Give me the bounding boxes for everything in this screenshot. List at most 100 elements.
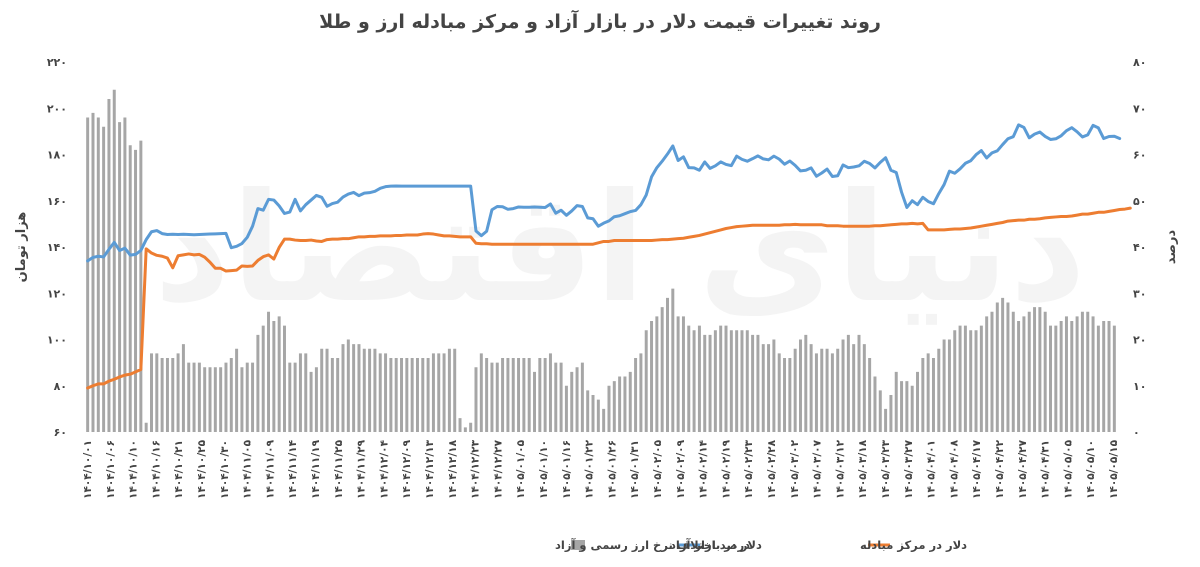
bar (431, 353, 435, 433)
bar (634, 358, 638, 432)
bar (543, 358, 547, 432)
x-tick-label: ۱۴۰۵/۰۳/۱۸ (857, 439, 869, 499)
right-tick-label: ۰ (1133, 426, 1140, 439)
bar (437, 353, 441, 433)
x-tick-label: ۱۴۰۵/۰۵/۱۵ (1108, 439, 1120, 499)
x-tick-label: ۱۴۰۵/۰۳/۲۷ (903, 439, 915, 499)
bar (830, 353, 834, 433)
bar (453, 348, 457, 432)
legend: دلار در مرکز مبادله دلار در بازار آزاددرص… (555, 538, 967, 553)
bar (607, 385, 611, 432)
bar (357, 344, 361, 433)
x-tick-label: ۱۴۰۴/۱۱/۰۵ (242, 439, 254, 499)
left-tick-label: ۱۲۰ (47, 287, 67, 300)
bar (692, 330, 696, 432)
x-tick-label: ۱۴۰۴/۱۲/۱۳ (424, 439, 436, 499)
bar (862, 344, 866, 433)
bar (134, 149, 138, 433)
bar (953, 330, 957, 432)
bar (341, 344, 345, 433)
bar (586, 390, 590, 433)
bar (884, 408, 888, 433)
x-tick-label: ۱۴۰۴/۱۲/۰۹ (401, 439, 413, 499)
x-tick-label: ۱۴۰۵/۰۱/۲۲ (584, 439, 596, 499)
right-tick-label: ۲۰ (1133, 334, 1146, 347)
bar (501, 358, 505, 432)
bar (804, 334, 808, 433)
right-axis-title: درصد (1164, 230, 1179, 265)
bar (415, 358, 419, 432)
bar (330, 358, 334, 432)
bar (713, 330, 717, 432)
bar (596, 399, 600, 433)
bar (139, 140, 143, 433)
bar (277, 316, 281, 433)
bar (187, 362, 191, 433)
right-tick-label: ۷۰ (1133, 102, 1146, 115)
bar (644, 330, 648, 432)
bar (251, 362, 255, 433)
bar (1075, 316, 1079, 433)
bar (900, 381, 904, 433)
x-tick-label: ۱۴۰۴/۱۲/۱۸ (447, 439, 459, 499)
x-tick-label: ۱۴۰۴/۱۲/۲۷ (492, 439, 504, 499)
bar (394, 358, 398, 432)
bar (96, 117, 100, 432)
bar (724, 325, 728, 433)
bar (825, 348, 829, 432)
bar (1006, 302, 1010, 432)
bar (697, 325, 701, 433)
bar (618, 376, 622, 432)
bar (495, 362, 499, 433)
bar (788, 358, 792, 432)
bar (660, 307, 664, 433)
left-axis: ۶۰ ۸۰ ۱۰۰ ۱۲۰ ۱۴۰ ۱۶۰ ۱۸۰ ۲۰۰ ۲۲۰ (47, 56, 67, 439)
x-tick-label: ۱۴۰۵/۰۲/۰۵ (652, 439, 664, 499)
x-tick-label: ۱۴۰۵/۰۱/۱۶ (561, 440, 573, 499)
x-tick-label: ۱۴۰۴/۱۱/۱۹ (310, 439, 322, 499)
bar (479, 353, 483, 433)
bar (942, 339, 946, 432)
bar (298, 353, 302, 433)
bar (1017, 321, 1021, 432)
bar (522, 358, 526, 432)
bar (511, 358, 515, 432)
bar (527, 358, 531, 432)
bar (107, 99, 111, 432)
exchange-center-line (86, 206, 1132, 390)
bar (1112, 325, 1116, 433)
bar (916, 371, 920, 433)
bar (447, 348, 451, 432)
right-tick-label: ۵۰ (1133, 195, 1146, 208)
bar (309, 371, 313, 433)
bar (91, 112, 95, 433)
bar (1091, 316, 1095, 433)
x-tick-label: ۱۴۰۴/۱۱/۱۴ (287, 439, 299, 499)
right-tick-label: ۶۰ (1133, 149, 1146, 162)
bar (735, 330, 739, 432)
right-axis: ۰ ۱۰ ۲۰ ۳۰ ۴۰ ۵۰ ۶۰ ۷۰ ۸۰ (1133, 56, 1146, 439)
bar (474, 367, 478, 432)
bar (974, 330, 978, 432)
bar (538, 358, 542, 432)
bar (910, 385, 914, 432)
bar (894, 371, 898, 433)
bar (421, 358, 425, 432)
left-tick-label: ۱۸۰ (47, 149, 67, 162)
bar (947, 339, 951, 432)
left-tick-label: ۲۲۰ (47, 56, 67, 69)
bar (990, 311, 994, 432)
bar (506, 358, 510, 432)
left-tick-label: ۱۰۰ (47, 334, 67, 347)
bar (208, 367, 212, 432)
bar (799, 339, 802, 432)
bar (985, 316, 989, 433)
bar (580, 362, 584, 433)
bar (841, 339, 845, 432)
bar (314, 367, 318, 432)
x-tick-label: ۱۴۰۴/۱۰/۱۶ (150, 440, 162, 499)
bar (219, 367, 223, 432)
x-tick-label: ۱۴۰۵/۰۴/۰۱ (926, 440, 938, 499)
bar (1001, 297, 1005, 433)
x-tick-label: ۱۴۰۴/۱۰/۰۶ (105, 440, 117, 499)
